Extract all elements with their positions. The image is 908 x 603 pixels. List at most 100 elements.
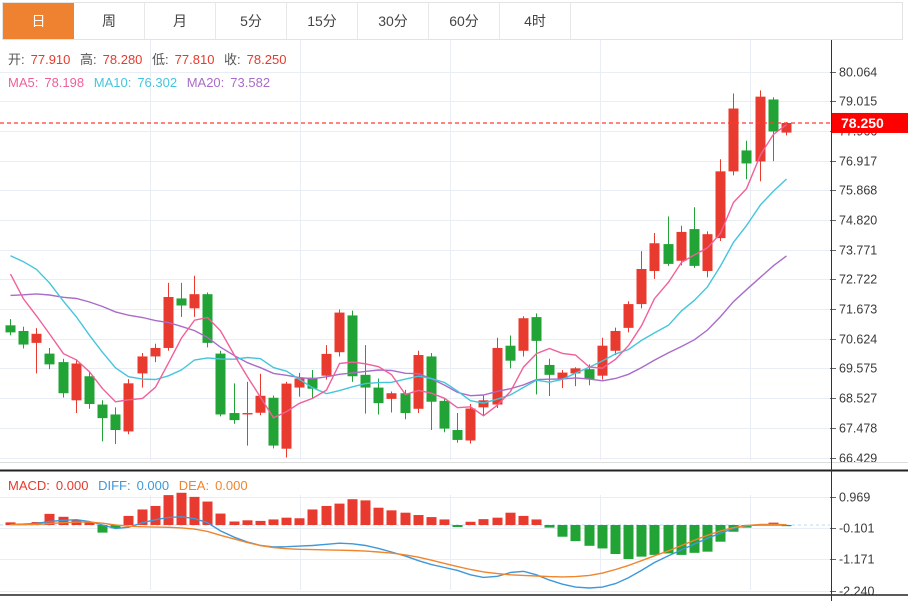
candle-body	[570, 368, 581, 374]
tab-日[interactable]: 日	[3, 3, 74, 39]
candle-body	[452, 430, 463, 440]
candle-body	[44, 353, 55, 365]
tab-60分[interactable]: 60分	[429, 3, 500, 39]
candle-body	[5, 325, 16, 333]
candle-body	[18, 330, 29, 345]
candle-body	[689, 229, 700, 266]
dea-value: 0.000	[215, 478, 248, 493]
candle-body	[676, 231, 687, 261]
macd-axis-label: -0.101	[839, 522, 874, 536]
main-axis-label: 76.917	[839, 155, 877, 169]
candle-body	[334, 312, 345, 353]
candle-body	[110, 414, 121, 431]
macd-hist-bar	[465, 521, 476, 525]
close-label: 收:	[224, 52, 241, 67]
dea-label: DEA:	[178, 478, 210, 493]
candle-body	[97, 404, 108, 419]
macd-hist-bar	[242, 520, 253, 525]
macd-axis-label: -1.171	[839, 553, 874, 567]
candle-body	[137, 356, 148, 374]
ohlc-info-row: 开: 77.910 高: 78.280 低: 77.810 收: 78.250	[8, 49, 292, 68]
macd-hist-bar	[229, 521, 240, 525]
tab-周[interactable]: 周	[74, 3, 145, 39]
candle-body	[768, 99, 779, 132]
macd-hist-bar	[636, 525, 647, 557]
macd-hist-bar	[439, 519, 450, 525]
high-value: 78.280	[102, 52, 143, 67]
ma10-label: MA10:	[93, 75, 132, 90]
ma20-label: MA20:	[186, 75, 225, 90]
open-label: 开:	[8, 52, 25, 67]
macd-hist-bar	[202, 501, 213, 525]
candle-body	[176, 298, 187, 306]
high-label: 高:	[80, 52, 97, 67]
macd-hist-bar	[676, 525, 687, 555]
candle-body	[584, 369, 595, 380]
macd-hist-bar	[347, 499, 358, 525]
tab-5分[interactable]: 5分	[216, 3, 287, 39]
candle-body	[505, 345, 516, 361]
macd-label: MACD:	[8, 478, 50, 493]
ma5-value: 78.198	[44, 75, 85, 90]
macd-hist-bar	[689, 525, 700, 553]
candle-body	[741, 150, 752, 164]
period-tabbar: 日周月 5分 15分 30分 60分 4时	[2, 2, 903, 40]
macd-hist-bar	[360, 500, 371, 525]
candle-body	[189, 294, 200, 309]
candle-body	[229, 413, 240, 421]
macd-hist-bar	[597, 525, 608, 549]
macd-hist-bar	[255, 520, 266, 525]
main-axis-label: 66.429	[839, 452, 877, 466]
macd-header-row: MACD: 0.000 DIFF: 0.000 DEA: 0.000	[8, 478, 254, 493]
candle-body	[531, 317, 542, 341]
candle-body	[702, 234, 713, 271]
main-axis-label: 69.575	[839, 362, 877, 376]
macd-hist-bar	[663, 525, 674, 554]
macd-hist-bar	[492, 517, 503, 525]
candle-body	[202, 294, 213, 343]
candle-body	[728, 108, 739, 172]
candle-body	[518, 318, 529, 351]
macd-hist-bar	[623, 525, 634, 559]
macd-hist-bar	[400, 512, 411, 525]
ma-info-row: MA5: 78.198 MA10: 76.302 MA20: 73.582	[8, 75, 276, 90]
candle-body	[215, 353, 226, 415]
main-axis-label: 67.478	[839, 422, 877, 436]
candle-body	[360, 374, 371, 388]
macd-hist-bar	[163, 495, 174, 525]
macd-hist-bar	[215, 513, 226, 525]
candle-body	[755, 96, 766, 162]
diff-value: 0.000	[136, 478, 170, 493]
tab-30分[interactable]: 30分	[358, 3, 429, 39]
candle-body	[71, 363, 82, 401]
candle-body	[294, 378, 305, 388]
macd-hist-bar	[452, 525, 463, 528]
tab-15分[interactable]: 15分	[287, 3, 358, 39]
candle-body	[478, 400, 489, 408]
main-axis-label: 70.624	[839, 333, 877, 347]
macd-hist-bar	[110, 525, 121, 529]
tab-4时[interactable]: 4时	[500, 3, 571, 39]
macd-hist-bar	[176, 492, 187, 525]
candle-body	[557, 372, 568, 379]
candle-body	[439, 400, 450, 429]
macd-hist-bar	[334, 503, 345, 525]
main-axis-label: 73.771	[839, 244, 877, 258]
open-value: 77.910	[30, 52, 71, 67]
candle-body	[544, 364, 555, 375]
tab-月[interactable]: 月	[145, 3, 216, 39]
macd-hist-bar	[137, 509, 148, 525]
main-axis-label: 68.527	[839, 392, 877, 406]
main-axis-label: 80.064	[839, 66, 877, 80]
ma20-line	[10, 255, 787, 397]
macd-hist-bar	[649, 525, 660, 555]
ma10-value: 76.302	[137, 75, 178, 90]
candle-body	[281, 383, 292, 449]
candle-body	[610, 330, 621, 351]
candle-body	[663, 244, 674, 264]
main-axis-label: 72.722	[839, 273, 877, 287]
candle-body	[715, 171, 726, 239]
candle-body	[84, 376, 95, 404]
